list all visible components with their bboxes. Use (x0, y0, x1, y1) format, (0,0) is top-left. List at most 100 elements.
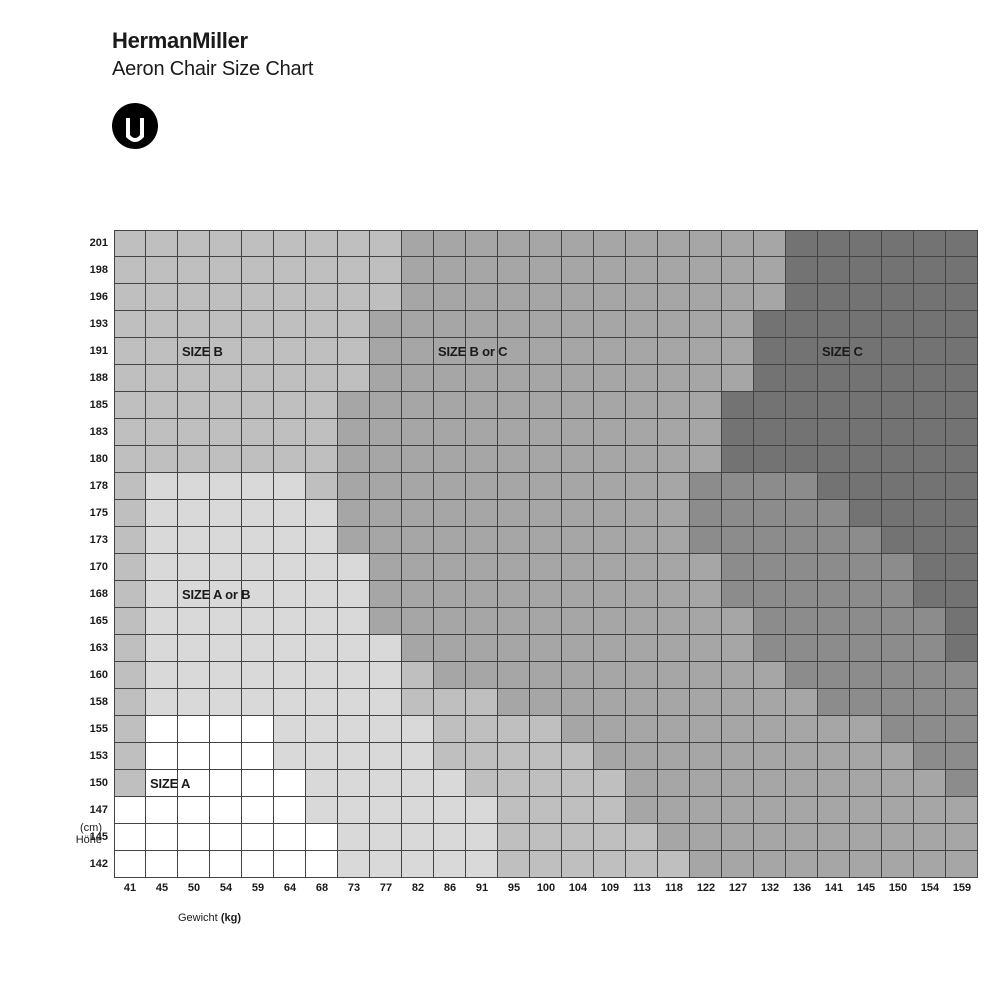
grid-cell (946, 851, 978, 878)
grid-cell (754, 230, 786, 257)
grid-cell (626, 230, 658, 257)
grid-cell (850, 500, 882, 527)
grid-cell (466, 743, 498, 770)
x-tick: 132 (754, 878, 786, 898)
grid-cell (882, 743, 914, 770)
grid-cell (242, 716, 274, 743)
grid-cell (626, 365, 658, 392)
grid-cell (530, 608, 562, 635)
size-chart: 2011981961931911881851831801781751731701… (78, 230, 978, 898)
grid-cell (402, 527, 434, 554)
grid-cell (818, 851, 850, 878)
grid-cell (466, 257, 498, 284)
grid-cell (178, 500, 210, 527)
grid-cell (370, 743, 402, 770)
x-tick: 127 (722, 878, 754, 898)
grid-cell (882, 365, 914, 392)
grid-cell (722, 770, 754, 797)
grid-cell (306, 392, 338, 419)
grid-cell (434, 743, 466, 770)
grid-cell (882, 284, 914, 311)
grid-cell (658, 257, 690, 284)
grid-cell (370, 500, 402, 527)
grid-cell (178, 824, 210, 851)
grid-cell (818, 527, 850, 554)
grid-cell (210, 554, 242, 581)
grid-cell (786, 581, 818, 608)
grid-cell (274, 284, 306, 311)
grid-cell (690, 716, 722, 743)
grid-cell (690, 257, 722, 284)
grid-cell (658, 797, 690, 824)
grid-cell (370, 770, 402, 797)
grid-cell (562, 365, 594, 392)
grid-cell (562, 257, 594, 284)
grid-cell (946, 743, 978, 770)
grid-cell (594, 500, 626, 527)
grid-cell (498, 581, 530, 608)
grid-cell (146, 824, 178, 851)
grid-cell (114, 527, 146, 554)
grid-cell (210, 365, 242, 392)
grid-cell (594, 797, 626, 824)
grid-cell (434, 797, 466, 824)
grid-cell (594, 689, 626, 716)
grid-cell (178, 716, 210, 743)
grid-cell (306, 500, 338, 527)
grid-cell (306, 743, 338, 770)
grid-cell (658, 446, 690, 473)
grid-cell (530, 716, 562, 743)
grid-cell (306, 473, 338, 500)
grid-cell (786, 608, 818, 635)
grid-cell (882, 635, 914, 662)
grid-cell (114, 392, 146, 419)
grid-cell (178, 662, 210, 689)
grid-cell (722, 581, 754, 608)
grid-cell (850, 824, 882, 851)
grid-cell (242, 635, 274, 662)
grid-cell (498, 743, 530, 770)
grid-cell (178, 257, 210, 284)
grid-cell (146, 743, 178, 770)
grid-cell (882, 392, 914, 419)
grid-cell (594, 635, 626, 662)
grid-cell (786, 770, 818, 797)
grid-cell (210, 716, 242, 743)
grid-cell (690, 581, 722, 608)
grid-cell (146, 311, 178, 338)
grid-cell (754, 716, 786, 743)
grid-cell (178, 284, 210, 311)
grid-cell (306, 581, 338, 608)
grid-cell (114, 770, 146, 797)
grid-cell (562, 554, 594, 581)
grid-cell (434, 527, 466, 554)
grid-cell (306, 797, 338, 824)
grid-cell (466, 635, 498, 662)
grid-cell (498, 527, 530, 554)
grid-cell (914, 635, 946, 662)
grid-cell (690, 230, 722, 257)
grid-cell (434, 662, 466, 689)
grid-cell (530, 770, 562, 797)
grid-cell (402, 716, 434, 743)
grid-cell (370, 446, 402, 473)
grid-cell (562, 284, 594, 311)
grid-cell (498, 824, 530, 851)
grid-cell (338, 608, 370, 635)
grid-cell (530, 311, 562, 338)
grid-cell (914, 338, 946, 365)
grid-cell (338, 419, 370, 446)
grid-cell (338, 635, 370, 662)
grid-cell (466, 716, 498, 743)
grid-cell (114, 608, 146, 635)
grid-cell (946, 527, 978, 554)
grid-cell (562, 824, 594, 851)
grid-cell (754, 446, 786, 473)
grid-cell (434, 392, 466, 419)
grid-cell (402, 446, 434, 473)
grid-cell (402, 473, 434, 500)
grid-cell (754, 392, 786, 419)
grid-cell (626, 608, 658, 635)
grid-cell (818, 473, 850, 500)
grid-cell (306, 311, 338, 338)
